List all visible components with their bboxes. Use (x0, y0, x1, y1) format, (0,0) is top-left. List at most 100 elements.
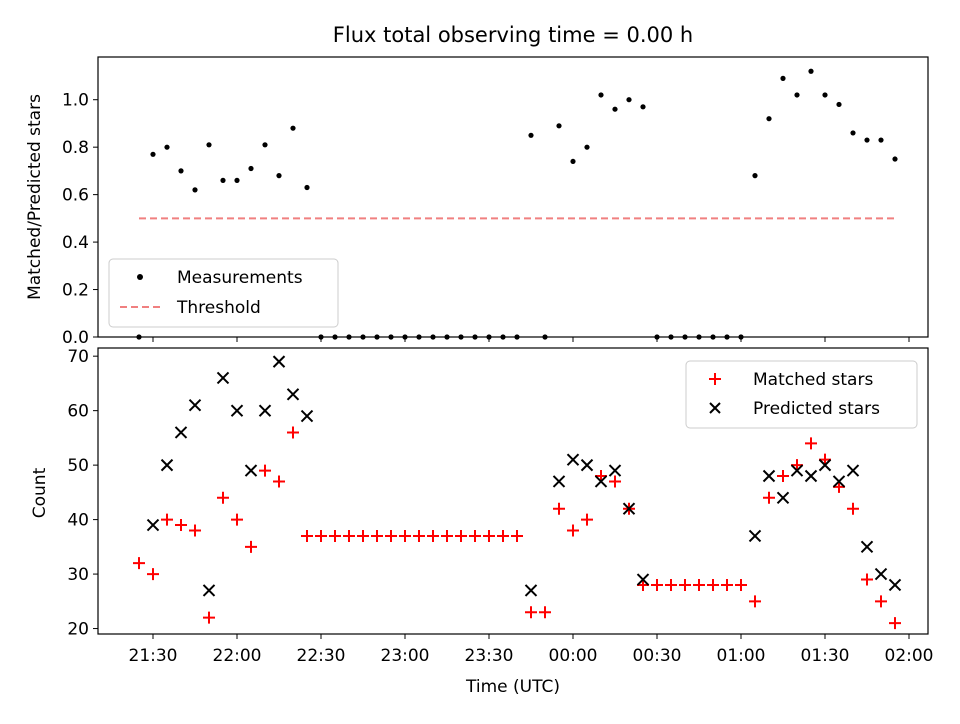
matched-star-point (847, 502, 859, 515)
matched-star-point (693, 578, 705, 591)
matched-star-point (287, 426, 299, 439)
measurement-point (864, 137, 870, 143)
predicted-star-point (860, 540, 874, 554)
bottom-legend-box (685, 360, 918, 429)
matched-star-point (539, 606, 551, 619)
matched-star-point (679, 578, 691, 591)
legend-label-predicted: Predicted stars (753, 399, 880, 419)
predicted-star-point (874, 567, 888, 581)
matched-star-point (385, 529, 397, 542)
predicted-star-point (188, 398, 202, 412)
bottom-x-tick-label: 21:30 (129, 646, 178, 666)
predicted-star-point (888, 578, 902, 592)
top-y-tick-label: 0.4 (62, 233, 89, 253)
legend-marker-predicted (709, 402, 721, 414)
bottom-y-tick-label: 60 (67, 402, 89, 422)
measurement-point (640, 104, 646, 110)
measurement-point (892, 156, 898, 162)
matched-star-point (805, 437, 817, 450)
matched-star-point (203, 611, 215, 624)
matched-star-point (427, 529, 439, 542)
matched-star-point (399, 529, 411, 542)
top-y-tick-label: 0.0 (62, 328, 89, 348)
predicted-star-point (762, 469, 776, 483)
predicted-star-point (258, 404, 272, 417)
measurement-point (304, 184, 310, 191)
measurement-point (850, 130, 856, 136)
matched-star-point (833, 480, 845, 493)
predicted-star-point (594, 475, 608, 488)
matched-star-point (357, 529, 369, 542)
matched-star-point (819, 453, 831, 466)
matched-star-point (609, 475, 621, 488)
predicted-star-point (524, 584, 538, 597)
matched-star-point (273, 475, 285, 488)
measurement-point (766, 116, 772, 122)
predicted-star-point (230, 404, 244, 417)
top-y-tick-label: 0.6 (62, 186, 89, 206)
bottom-x-tick-label: 23:30 (465, 646, 514, 666)
measurement-point (248, 165, 254, 172)
measurement-point (570, 158, 576, 165)
measurement-point (780, 75, 786, 81)
bottom-x-tick-label: 22:00 (213, 646, 262, 666)
bottom-x-tick-label: 02:00 (885, 646, 934, 666)
predicted-star-point (790, 464, 804, 477)
predicted-star-point (580, 458, 594, 472)
top-y-ticks: 0.0 0.2 0.4 0.6 0.8 1.0 (62, 91, 98, 348)
predicted-star-point (636, 573, 650, 586)
bottom-y-ticks: 20 30 40 50 60 70 (67, 347, 98, 640)
matched-star-point (721, 578, 733, 591)
matched-star-point (189, 524, 201, 537)
matched-star-point (511, 529, 523, 542)
matched-star-point (245, 540, 257, 553)
matched-star-point (553, 502, 565, 515)
legend-label-threshold: Threshold (176, 298, 261, 318)
measurement-point (262, 142, 268, 148)
bottom-x-tick-label: 01:30 (801, 646, 850, 666)
matched-star-point (441, 529, 453, 542)
predicted-star-point (244, 464, 258, 477)
measurement-point (164, 144, 170, 150)
bottom-x-axis-label: Time (UTC) (465, 677, 560, 697)
measurement-point (556, 123, 562, 129)
top-y-tick-label: 0.2 (62, 281, 89, 301)
top-legend-box (108, 258, 339, 328)
predicted-star-point (818, 458, 832, 472)
matched-star-point (567, 524, 579, 537)
predicted-star-point (776, 491, 790, 505)
measurement-point (584, 144, 590, 150)
matched-star-point (147, 568, 159, 581)
matched-star-point (259, 464, 271, 477)
bottom-plot-marks (133, 355, 902, 630)
predicted-star-point (846, 464, 860, 477)
bottom-y-axis-label: Count (30, 467, 50, 518)
matched-star-point (581, 513, 593, 526)
predicted-star-point (748, 529, 762, 543)
measurement-point (626, 97, 632, 103)
bottom-x-tick-label: 22:30 (297, 646, 346, 666)
matched-star-point (595, 470, 607, 483)
top-y-tick-label: 1.0 (62, 91, 89, 111)
predicted-star-point (174, 426, 188, 439)
bottom-y-tick-label: 30 (67, 565, 89, 585)
matched-star-point (343, 529, 355, 542)
measurement-point (290, 125, 296, 131)
legend-marker-measurements (137, 274, 143, 280)
bottom-y-tick-label: 40 (67, 511, 89, 531)
top-legend: Measurements Threshold (108, 258, 339, 328)
legend-label-measurements: Measurements (177, 268, 303, 288)
matched-star-point (483, 529, 495, 542)
measurement-point (220, 177, 226, 183)
measurement-point (206, 142, 212, 148)
matched-star-point (497, 529, 509, 542)
matched-star-point (525, 606, 537, 619)
predicted-star-point (622, 502, 636, 515)
measurement-point (808, 68, 814, 74)
predicted-star-point (146, 518, 160, 532)
matched-star-point (329, 529, 341, 542)
measurement-point (528, 132, 534, 138)
predicted-star-point (202, 584, 216, 597)
top-chart-title: Flux total observing time = 0.00 h (333, 23, 693, 47)
